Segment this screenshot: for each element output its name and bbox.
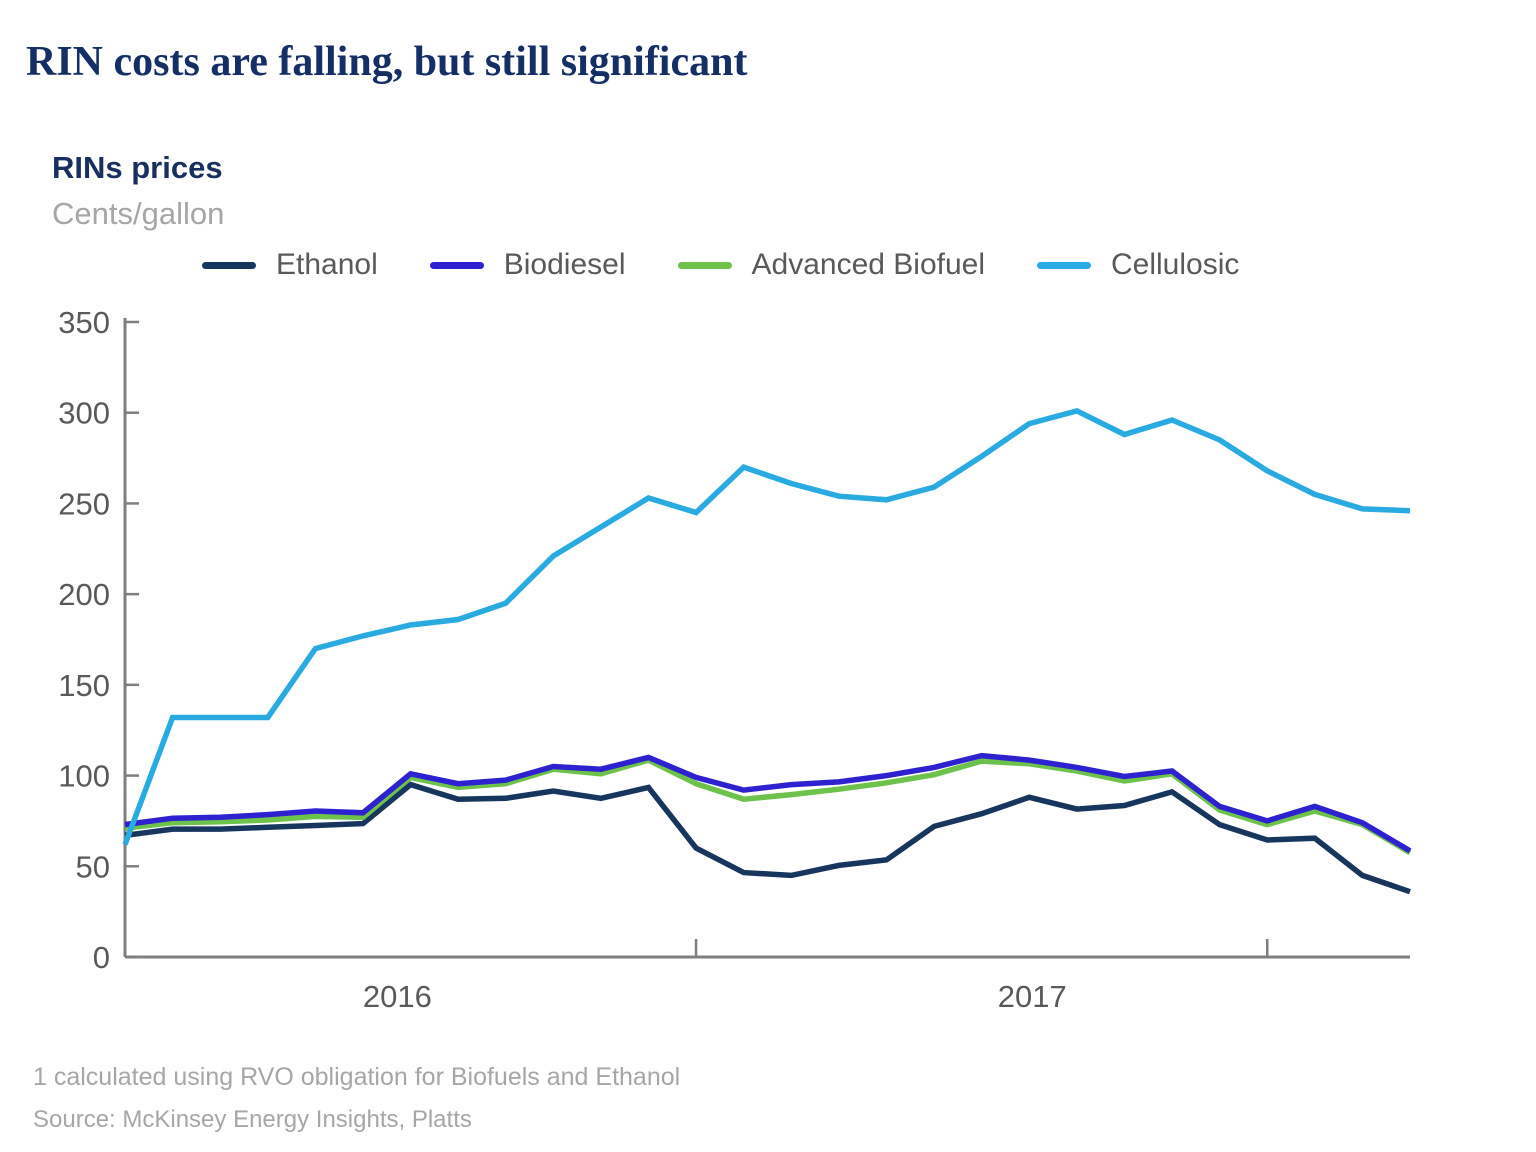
chart-unit-label: Cents/gallon [52,196,225,231]
slide-title: RIN costs are falling, but still signifi… [26,39,748,85]
chart-heading: RINs prices [52,150,223,185]
y-tick-label: 0 [93,940,110,975]
y-tick-label: 200 [58,577,110,612]
legend-swatch-biodiesel [429,261,484,269]
legend: Ethanol Biodiesel Advanced Biofuel Cellulos… [202,248,1239,282]
source-note: Source: McKinsey Energy Insights, Platts [33,1106,472,1133]
y-tick-label: 150 [58,668,110,703]
legend-label: Biodiesel [503,248,626,281]
legend-label: Ethanol [276,248,378,281]
legend-item-cellulosic: Cellulosic [1037,248,1239,282]
x-year-label: 2017 [998,979,1067,1014]
legend-label: Advanced Biofuel [751,248,986,281]
legend-label: Cellulosic [1111,248,1240,281]
y-tick-label: 350 [58,305,110,340]
legend-item-advanced-biofuel: Advanced Biofuel [677,248,986,282]
legend-swatch-advanced-biofuel [677,261,732,269]
y-tick-label: 100 [58,759,110,794]
y-tick-label: 50 [76,849,110,884]
legend-swatch-ethanol [202,261,256,269]
legend-item-ethanol: Ethanol [202,248,378,282]
footnote: 1 calculated using RVO obligation for Bi… [33,1063,681,1091]
x-year-label: 2016 [363,979,432,1014]
legend-item-biodiesel: Biodiesel [429,248,626,282]
series-line-biodiesel [124,752,1412,854]
y-tick-label: 300 [58,396,110,431]
series-line-cellulosic [122,407,1411,846]
series-line-ethanol [124,781,1411,895]
y-tick-label: 250 [58,486,110,521]
legend-swatch-cellulosic [1037,261,1091,269]
